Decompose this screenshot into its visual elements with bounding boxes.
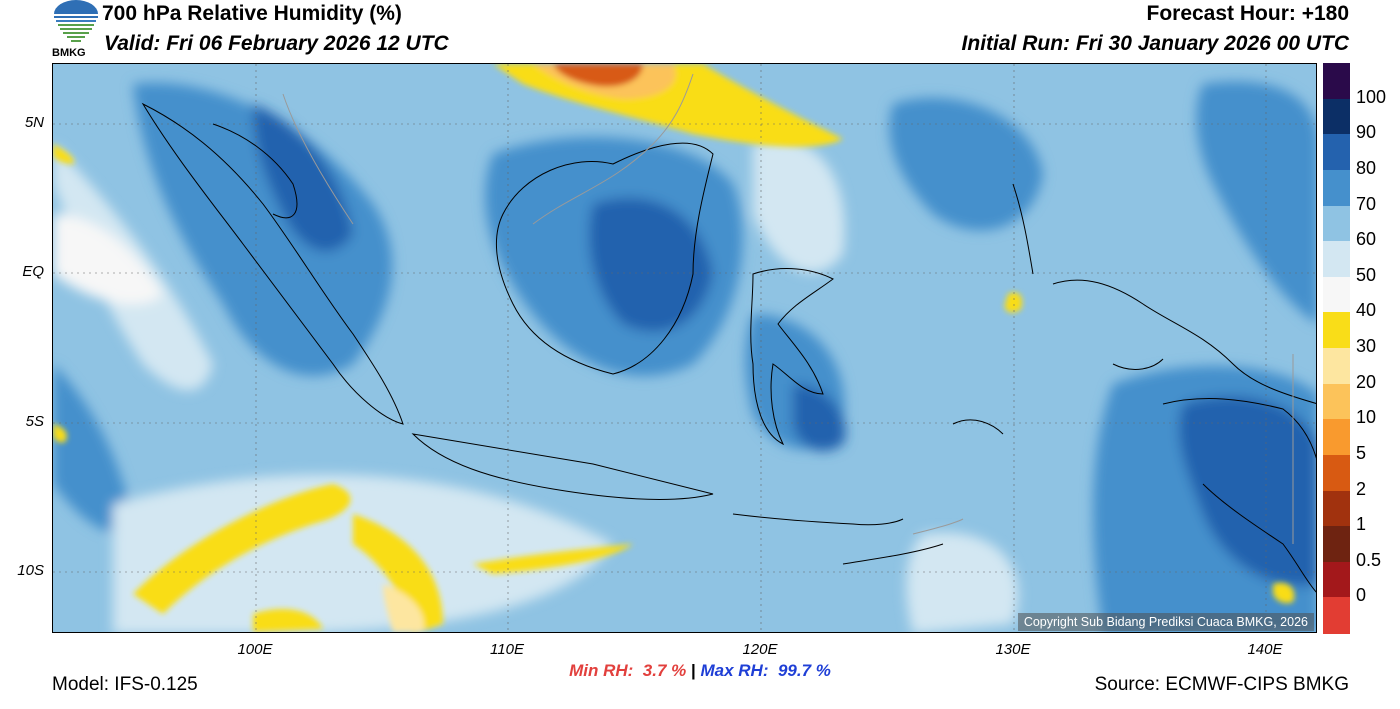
lon-label-100e: 100E	[237, 641, 273, 658]
colorbar-segment	[1323, 169, 1350, 206]
lat-label-10s: 10S	[17, 562, 44, 579]
colorbar-label: 2	[1356, 478, 1367, 499]
colorbar-segment	[1323, 383, 1350, 420]
humidity-map	[52, 63, 1317, 633]
rh-contour-fields	[53, 81, 1316, 632]
colorbar-segment	[1323, 134, 1350, 171]
initial-run: Initial Run: Fri 30 January 2026 00 UTC	[961, 32, 1349, 55]
colorbar-label: 50	[1356, 264, 1377, 285]
stats-separator: |	[690, 661, 696, 680]
colorbar-segment	[1323, 241, 1350, 278]
colorbar-segment	[1323, 98, 1350, 135]
min-rh-value: 3.7 %	[642, 661, 687, 680]
max-rh-value: 99.7 %	[777, 661, 831, 680]
lon-label-110e: 110E	[490, 641, 524, 658]
chart-title: 700 hPa Relative Humidity (%)	[102, 2, 402, 25]
valid-time: Valid: Fri 06 February 2026 12 UTC	[104, 32, 449, 55]
colorbar-label: 10	[1356, 407, 1377, 428]
colorbar-label: 0.5	[1356, 549, 1382, 570]
colorbar-segment	[1323, 63, 1350, 100]
colorbar-label: 70	[1356, 193, 1377, 214]
colorbar-segment	[1323, 312, 1350, 349]
borders	[282, 73, 1294, 544]
data-source: Source: ECMWF-CIPS BMKG	[1094, 674, 1349, 695]
colorbar-label: 20	[1356, 371, 1377, 392]
colorbar-label: 5	[1356, 442, 1367, 463]
lat-label-eq: EQ	[22, 263, 44, 280]
lon-label-140e: 140E	[1247, 641, 1283, 658]
max-rh-label: Max RH:	[700, 661, 769, 680]
colorbar-label: 60	[1356, 229, 1377, 250]
colorbar-segment	[1323, 276, 1350, 313]
min-rh-label: Min RH:	[569, 661, 634, 680]
lat-label-5s: 5S	[25, 413, 44, 430]
colorbar-label: 80	[1356, 157, 1377, 178]
coastlines	[141, 102, 1316, 593]
colorbar-segment	[1323, 205, 1350, 242]
colorbar-label: 90	[1356, 122, 1377, 143]
colorbar-label: 40	[1356, 300, 1377, 321]
colorbar-segment	[1323, 490, 1350, 527]
colorbar-segment	[1323, 454, 1350, 491]
lon-label-130e: 130E	[995, 641, 1031, 658]
colorbar-segment	[1323, 561, 1350, 598]
colorbar-segment	[1323, 597, 1350, 634]
colorbar	[1323, 63, 1350, 634]
bmkg-logo	[50, 0, 102, 60]
forecast-hour: Forecast Hour: +180	[1146, 2, 1350, 25]
colorbar-segment	[1323, 419, 1350, 456]
lon-label-120e: 120E	[742, 641, 778, 658]
copyright-notice: Copyright Sub Bidang Prediksi Cuaca BMKG…	[1017, 613, 1314, 631]
colorbar-label: 30	[1356, 336, 1377, 356]
colorbar-segment	[1323, 526, 1350, 563]
rh-dry-fields	[53, 64, 1295, 632]
model-name: Model: IFS-0.125	[52, 674, 198, 695]
colorbar-segment	[1323, 348, 1350, 385]
lat-label-5n: 5N	[24, 114, 44, 131]
graticule	[53, 64, 1316, 632]
colorbar-label: 0	[1356, 585, 1367, 606]
colorbar-label: 1	[1356, 514, 1367, 535]
min-max-stats: Min RH: 3.7 % | Max RH: 99.7 %	[0, 661, 1400, 681]
colorbar-label: 100	[1356, 86, 1387, 107]
logo-text: BMKG	[52, 47, 86, 59]
